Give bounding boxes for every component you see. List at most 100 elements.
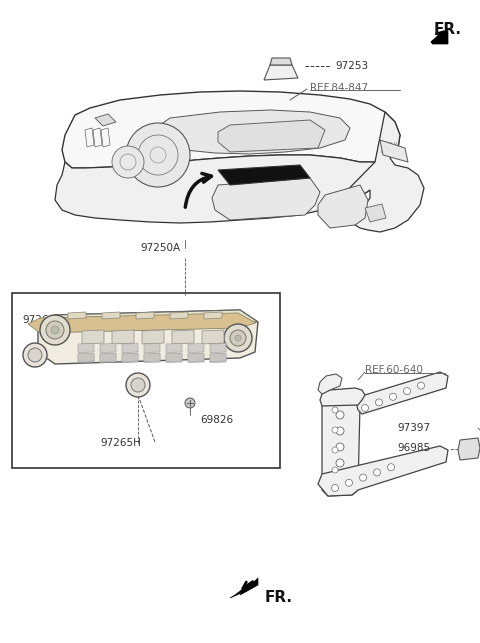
Polygon shape bbox=[218, 165, 310, 185]
Polygon shape bbox=[95, 114, 116, 126]
Circle shape bbox=[28, 348, 42, 362]
Circle shape bbox=[224, 324, 252, 352]
Circle shape bbox=[375, 399, 383, 406]
Polygon shape bbox=[136, 312, 154, 319]
Polygon shape bbox=[166, 354, 182, 363]
Circle shape bbox=[131, 378, 145, 392]
Text: FR.: FR. bbox=[265, 590, 293, 606]
Polygon shape bbox=[144, 354, 160, 363]
Polygon shape bbox=[122, 354, 138, 363]
Circle shape bbox=[332, 447, 338, 453]
Polygon shape bbox=[82, 330, 104, 344]
Polygon shape bbox=[210, 354, 226, 363]
Polygon shape bbox=[62, 91, 400, 168]
Polygon shape bbox=[78, 354, 94, 363]
Polygon shape bbox=[122, 354, 138, 361]
Circle shape bbox=[336, 459, 344, 467]
Circle shape bbox=[235, 335, 241, 341]
Polygon shape bbox=[355, 372, 448, 414]
Circle shape bbox=[336, 443, 344, 451]
Circle shape bbox=[389, 394, 396, 401]
Polygon shape bbox=[210, 354, 226, 361]
Polygon shape bbox=[102, 312, 120, 319]
Polygon shape bbox=[166, 354, 182, 361]
Polygon shape bbox=[38, 310, 258, 327]
Polygon shape bbox=[112, 330, 134, 344]
Circle shape bbox=[360, 474, 367, 481]
Circle shape bbox=[46, 321, 64, 339]
Polygon shape bbox=[166, 343, 182, 352]
Circle shape bbox=[361, 404, 369, 412]
Circle shape bbox=[40, 315, 70, 345]
Circle shape bbox=[51, 326, 59, 334]
Polygon shape bbox=[144, 343, 160, 352]
Circle shape bbox=[373, 469, 381, 476]
Circle shape bbox=[336, 411, 344, 419]
Polygon shape bbox=[188, 343, 204, 352]
Polygon shape bbox=[38, 310, 258, 364]
Circle shape bbox=[126, 373, 150, 397]
Polygon shape bbox=[432, 28, 448, 44]
Polygon shape bbox=[122, 343, 138, 352]
Polygon shape bbox=[100, 354, 116, 363]
Polygon shape bbox=[68, 312, 86, 319]
Polygon shape bbox=[380, 140, 408, 162]
Polygon shape bbox=[158, 110, 350, 154]
Text: 97253: 97253 bbox=[335, 61, 368, 71]
Text: 96985: 96985 bbox=[397, 443, 430, 453]
Text: 69826: 69826 bbox=[200, 415, 233, 425]
Circle shape bbox=[112, 146, 144, 178]
Circle shape bbox=[126, 123, 190, 187]
Polygon shape bbox=[365, 204, 386, 222]
Polygon shape bbox=[100, 354, 116, 361]
Text: 97397: 97397 bbox=[397, 423, 430, 433]
Text: FR.: FR. bbox=[434, 22, 462, 37]
Text: 97250A: 97250A bbox=[140, 243, 180, 253]
Polygon shape bbox=[100, 343, 116, 352]
Polygon shape bbox=[170, 312, 188, 319]
Circle shape bbox=[332, 484, 338, 491]
Bar bbox=[12, 293, 280, 468]
Polygon shape bbox=[144, 354, 160, 361]
Polygon shape bbox=[320, 388, 365, 406]
Polygon shape bbox=[28, 313, 256, 333]
Text: 97265H: 97265H bbox=[100, 438, 141, 448]
Polygon shape bbox=[270, 58, 292, 65]
Polygon shape bbox=[142, 330, 164, 344]
Text: 97265H: 97265H bbox=[22, 315, 63, 325]
Polygon shape bbox=[330, 112, 424, 232]
Polygon shape bbox=[204, 312, 222, 319]
Polygon shape bbox=[172, 330, 194, 344]
Polygon shape bbox=[202, 330, 224, 344]
Polygon shape bbox=[78, 354, 94, 361]
Polygon shape bbox=[55, 155, 375, 223]
Circle shape bbox=[336, 475, 344, 483]
Circle shape bbox=[418, 382, 424, 389]
Polygon shape bbox=[188, 354, 204, 363]
Circle shape bbox=[332, 407, 338, 413]
Polygon shape bbox=[318, 446, 448, 496]
Text: REF.60-640: REF.60-640 bbox=[365, 365, 423, 375]
Polygon shape bbox=[458, 438, 480, 460]
Circle shape bbox=[346, 479, 352, 486]
Circle shape bbox=[404, 388, 410, 395]
Circle shape bbox=[336, 427, 344, 435]
Polygon shape bbox=[218, 120, 325, 152]
Polygon shape bbox=[318, 374, 342, 394]
Polygon shape bbox=[188, 354, 204, 361]
Circle shape bbox=[230, 330, 246, 346]
Circle shape bbox=[387, 464, 395, 471]
Polygon shape bbox=[230, 582, 252, 598]
Polygon shape bbox=[322, 398, 360, 496]
Polygon shape bbox=[78, 343, 94, 352]
Polygon shape bbox=[210, 343, 226, 352]
Circle shape bbox=[332, 427, 338, 433]
Polygon shape bbox=[264, 65, 298, 80]
Text: REF.84-847: REF.84-847 bbox=[310, 83, 368, 93]
Polygon shape bbox=[212, 178, 320, 220]
Circle shape bbox=[332, 467, 338, 473]
Polygon shape bbox=[240, 578, 258, 595]
Polygon shape bbox=[318, 185, 368, 228]
Circle shape bbox=[23, 343, 47, 367]
Circle shape bbox=[185, 398, 195, 408]
